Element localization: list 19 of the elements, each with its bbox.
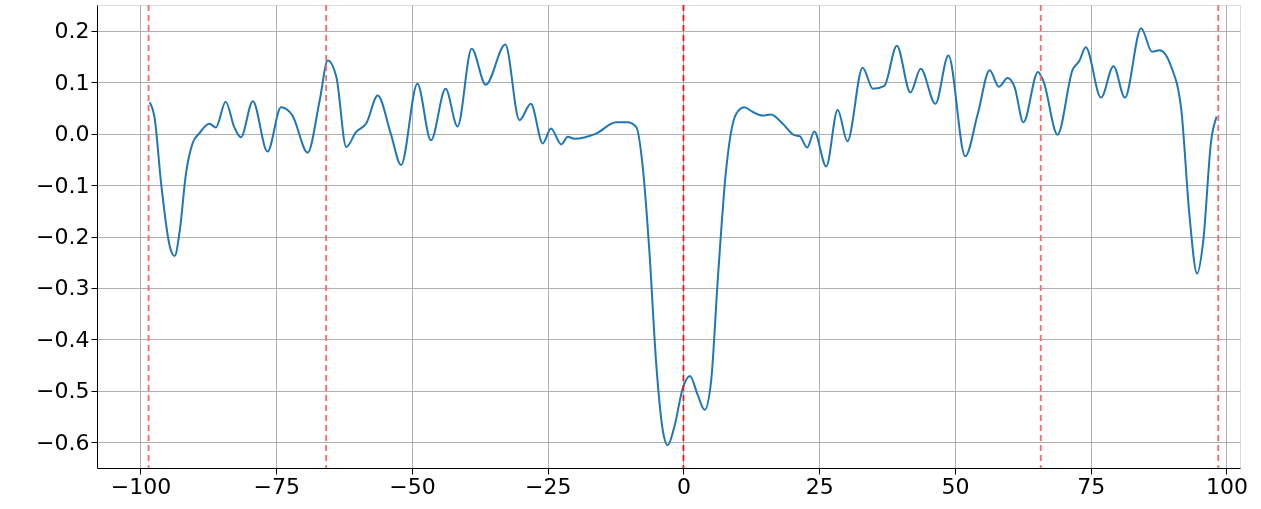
x-tick-label: 75 <box>1077 473 1106 499</box>
line-series <box>148 27 1218 447</box>
x-tick-label: 0 <box>676 473 691 499</box>
y-tick-label: 0.0 <box>54 121 90 147</box>
y-tick-label: −0.2 <box>36 224 90 249</box>
x-tick-label: −75 <box>253 473 300 499</box>
y-tick-label: −0.6 <box>36 429 90 455</box>
x-tick-label: −100 <box>110 473 172 499</box>
y-tick-label: −0.5 <box>36 378 90 404</box>
y-tick-label: 0.1 <box>54 69 90 95</box>
x-tick-label: −50 <box>389 473 436 499</box>
x-tick-label: 50 <box>941 473 970 499</box>
y-tick-label: −0.1 <box>36 172 90 198</box>
y-tick-label: 0.2 <box>54 18 90 44</box>
y-tick-label: −0.4 <box>36 326 90 352</box>
x-tick-label: 100 <box>1205 473 1248 499</box>
y-tick-label: −0.3 <box>36 275 90 301</box>
x-tick-label: −25 <box>524 473 572 499</box>
x-tick-label: 25 <box>805 473 834 499</box>
